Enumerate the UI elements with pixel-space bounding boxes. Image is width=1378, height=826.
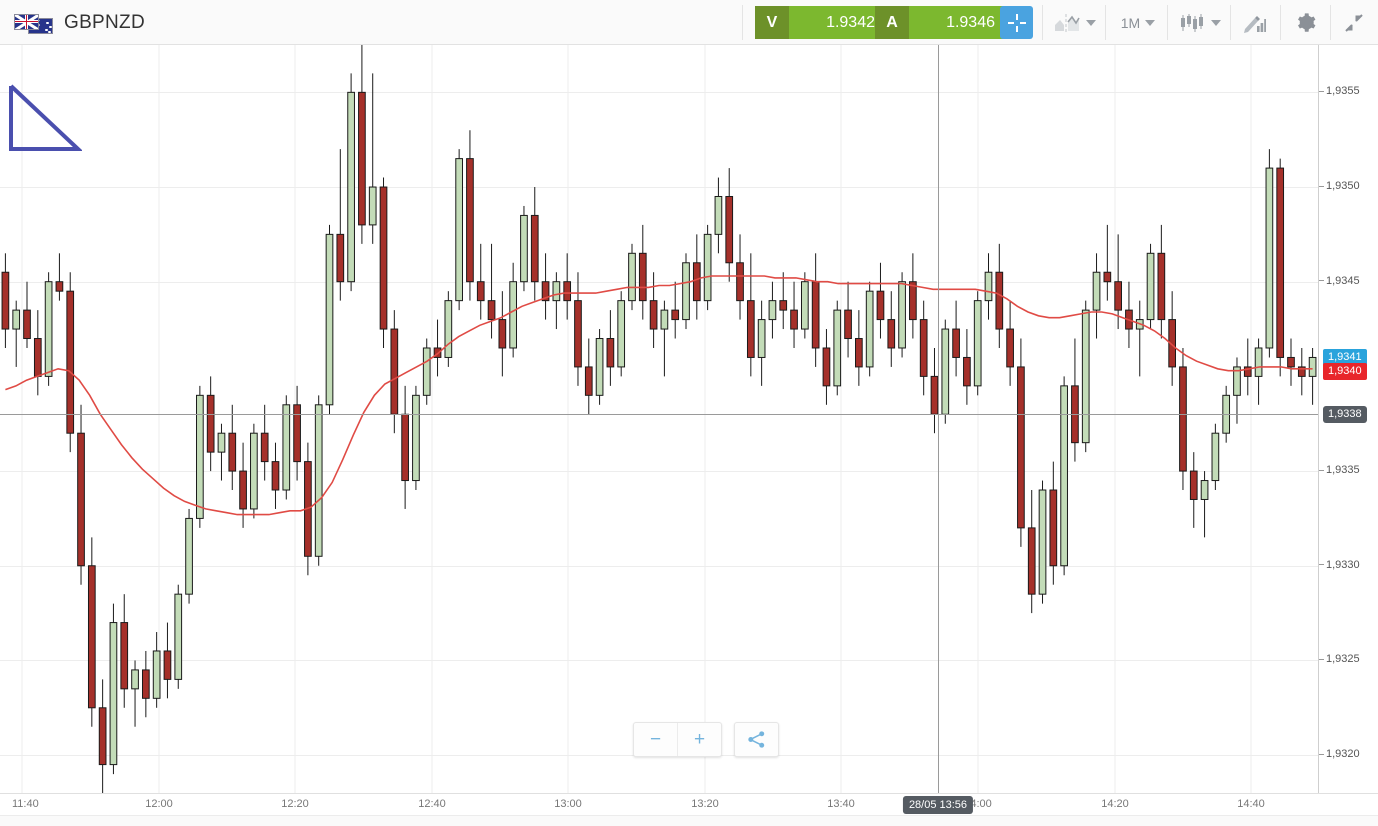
time-tick-label: 12:40 bbox=[418, 798, 446, 810]
price-tick-label: 1,9355 bbox=[1319, 85, 1360, 97]
triangle-drawing[interactable] bbox=[8, 83, 82, 155]
chevron-down-icon bbox=[1145, 19, 1156, 26]
time-tick-label: 12:00 bbox=[145, 798, 173, 810]
time-tick-label: 14:20 bbox=[1101, 798, 1129, 810]
price-tick-label: 1,9335 bbox=[1319, 464, 1360, 476]
crosshair-time-badge: 28/05 13:56 bbox=[902, 796, 974, 814]
share-controls bbox=[734, 722, 779, 757]
flag-pair bbox=[14, 12, 54, 34]
bid-price-value: 1.9342 bbox=[789, 6, 886, 39]
time-axis[interactable]: 11:40 12:00 12:20 12:40 13:00 13:20 13:40 14:00… bbox=[0, 793, 1378, 815]
settings-button[interactable] bbox=[1288, 6, 1322, 39]
price-tick-label: 1,9345 bbox=[1319, 275, 1360, 287]
crosshair-horizontal-line bbox=[0, 414, 1318, 415]
ask-quote-button[interactable]: A 1.9346 bbox=[875, 6, 1006, 39]
draw-button[interactable] bbox=[1238, 6, 1272, 39]
ask-price-badge: 1,9341 bbox=[1323, 349, 1367, 367]
toolbar: GBPNZD V 1.9342 A 1.9346 bbox=[0, 0, 1378, 45]
time-tick-label: 13:40 bbox=[827, 798, 855, 810]
chevron-down-icon bbox=[1210, 19, 1221, 26]
time-tick-label: 12:20 bbox=[281, 798, 309, 810]
compare-chart-icon bbox=[1054, 13, 1080, 32]
price-axis[interactable]: 1,9355 1,9350 1,9345 1,9335 1,9330 1,9325 1,93… bbox=[1318, 45, 1378, 793]
timeframe-button[interactable]: 1M bbox=[1113, 6, 1163, 39]
ask-prefix-label: A bbox=[875, 6, 909, 39]
time-tick-label: 11:40 bbox=[12, 798, 39, 810]
uk-flag-icon bbox=[14, 13, 39, 30]
ask-price-value: 1.9346 bbox=[909, 6, 1006, 39]
price-tick-label: 1,9320 bbox=[1319, 748, 1360, 760]
symbol-block[interactable]: GBPNZD bbox=[14, 0, 145, 45]
compare-button[interactable] bbox=[1050, 6, 1100, 39]
chart-plot-area[interactable] bbox=[0, 45, 1318, 793]
share-icon bbox=[748, 731, 765, 748]
price-tick-label: 1,9330 bbox=[1319, 559, 1360, 571]
crosshair-button[interactable] bbox=[1000, 6, 1033, 39]
candlestick-series bbox=[0, 45, 1318, 793]
page-title: GBPNZD bbox=[64, 11, 145, 33]
bid-quote-button[interactable]: V 1.9342 bbox=[755, 6, 886, 39]
share-button[interactable] bbox=[735, 723, 778, 756]
price-tick-label: 1,9350 bbox=[1319, 180, 1360, 192]
zoom-controls: − + bbox=[633, 722, 722, 757]
candlestick-icon bbox=[1180, 13, 1203, 32]
crosshair-icon bbox=[1007, 13, 1026, 32]
time-tick-label: 13:00 bbox=[554, 798, 582, 810]
timeframe-label: 1M bbox=[1120, 14, 1141, 31]
chevron-down-icon bbox=[1085, 19, 1096, 26]
crosshair-price-badge: 1,9338 bbox=[1323, 406, 1367, 424]
horizontal-scrollbar[interactable] bbox=[0, 815, 1378, 826]
bid-price-badge: 1,9340 bbox=[1323, 363, 1367, 381]
collapse-arrows-icon bbox=[1345, 13, 1363, 32]
charttype-button[interactable] bbox=[1175, 6, 1225, 39]
zoom-in-button[interactable]: + bbox=[677, 723, 721, 756]
time-tick-label: 14:40 bbox=[1237, 798, 1265, 810]
collapse-button[interactable] bbox=[1338, 6, 1370, 39]
gear-icon bbox=[1297, 13, 1315, 32]
price-tick-label: 1,9325 bbox=[1319, 653, 1360, 665]
pencil-chart-icon bbox=[1244, 15, 1266, 33]
crosshair-vertical-line bbox=[938, 45, 939, 793]
bid-prefix-label: V bbox=[755, 6, 789, 39]
time-tick-label: 13:20 bbox=[691, 798, 719, 810]
zoom-out-button[interactable]: − bbox=[649, 728, 662, 750]
